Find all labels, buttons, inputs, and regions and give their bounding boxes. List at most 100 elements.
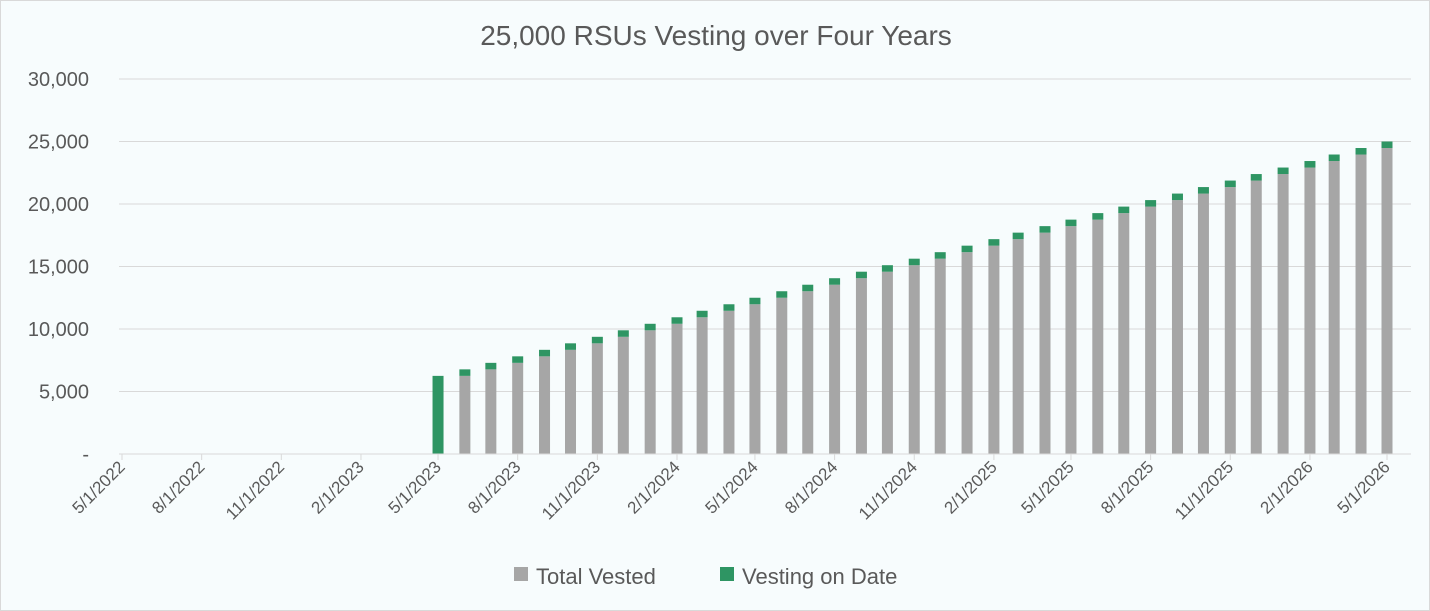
bar-total-vested — [802, 291, 814, 454]
legend-label-total-vested: Total Vested — [536, 564, 656, 589]
bar-vesting-on-date — [485, 362, 497, 370]
bar-vesting-on-date — [749, 297, 761, 305]
bar-vesting-on-date — [1065, 219, 1077, 227]
bar-total-vested — [671, 323, 683, 454]
legend-swatch-total-vested — [514, 567, 528, 581]
bar-total-vested — [1092, 219, 1104, 454]
bar-total-vested — [1145, 206, 1157, 454]
x-tick-label: 2/1/2024 — [624, 457, 684, 517]
x-tick-label: 5/1/2022 — [69, 457, 129, 517]
gridlines — [119, 78, 1411, 392]
bar-total-vested — [1012, 239, 1024, 454]
bar-vesting-on-date — [459, 369, 471, 376]
bar-vesting-on-date — [961, 245, 973, 253]
legend-label-vesting-on-date: Vesting on Date — [742, 564, 897, 589]
x-tick-label: 2/1/2025 — [940, 457, 1000, 517]
bar-total-vested — [1224, 187, 1236, 454]
bar-total-vested — [829, 284, 841, 454]
bar-vesting-on-date — [1197, 187, 1209, 194]
x-tick-label: 11/1/2023 — [538, 457, 604, 523]
bar-vesting-on-date — [644, 323, 656, 331]
bar-total-vested — [591, 343, 603, 454]
bar-total-vested — [1065, 226, 1077, 454]
bar-vesting-on-date — [1328, 154, 1340, 162]
bar-vesting-on-date — [802, 284, 814, 292]
x-tick-label: 8/1/2025 — [1097, 457, 1157, 517]
y-tick-label: 30,000 — [28, 69, 89, 91]
bar-total-vested — [908, 265, 920, 454]
bar-vesting-on-date — [855, 271, 867, 279]
bar-total-vested — [1277, 174, 1289, 455]
y-tick-label: - — [82, 444, 89, 466]
x-tick-label: 8/1/2024 — [781, 457, 841, 517]
x-tick-label: 11/1/2025 — [1171, 457, 1237, 523]
bar-vesting-on-date — [1039, 226, 1051, 233]
bar-series — [432, 141, 1393, 455]
bar-total-vested — [776, 297, 788, 454]
x-axis-ticks: 5/1/2022 8/1/2022 11/1/2022 2/1/2023 5/1/202… — [69, 454, 1394, 523]
bar-vesting-on-date — [432, 375, 444, 454]
bar-vesting-on-date — [988, 239, 1000, 246]
bar-total-vested — [1118, 213, 1130, 454]
bar-total-vested — [855, 278, 867, 454]
bar-total-vested — [459, 375, 471, 454]
bar-vesting-on-date — [934, 252, 946, 259]
x-tick-label: 5/1/2025 — [1018, 457, 1078, 517]
bar-vesting-on-date — [1381, 141, 1393, 149]
bar-vesting-on-date — [881, 265, 893, 272]
x-tick-label: 2/1/2026 — [1257, 457, 1317, 517]
bar-vesting-on-date — [671, 317, 683, 324]
bar-vesting-on-date — [776, 291, 788, 298]
bar-vesting-on-date — [1304, 161, 1316, 168]
bar-total-vested — [1250, 180, 1262, 454]
bar-vesting-on-date — [617, 330, 629, 337]
y-tick-label: 10,000 — [28, 319, 89, 341]
bar-vesting-on-date — [908, 258, 920, 266]
bar-vesting-on-date — [1277, 167, 1289, 175]
bar-vesting-on-date — [1092, 213, 1104, 220]
bar-vesting-on-date — [1355, 148, 1367, 155]
y-tick-label: 20,000 — [28, 194, 89, 216]
bar-total-vested — [565, 349, 577, 454]
bar-total-vested — [988, 245, 1000, 454]
bar-total-vested — [1304, 167, 1316, 454]
bar-total-vested — [749, 304, 761, 454]
bar-total-vested — [881, 271, 893, 454]
x-tick-label: 2/1/2023 — [308, 457, 368, 517]
bar-vesting-on-date — [591, 336, 603, 344]
legend-swatch-vesting-on-date — [720, 567, 734, 581]
bar-vesting-on-date — [696, 310, 708, 318]
bar-vesting-on-date — [1224, 180, 1236, 188]
y-tick-label: 25,000 — [28, 132, 89, 154]
bar-total-vested — [1039, 232, 1051, 454]
bar-total-vested — [723, 310, 735, 454]
chart-title: 25,000 RSUs Vesting over Four Years — [480, 20, 952, 51]
bar-vesting-on-date — [829, 278, 841, 285]
bar-vesting-on-date — [1145, 200, 1157, 207]
bar-total-vested — [617, 336, 629, 454]
x-tick-label: 11/1/2024 — [855, 457, 921, 523]
bar-vesting-on-date — [1012, 232, 1024, 240]
y-tick-label: 5,000 — [39, 382, 89, 404]
bar-total-vested — [1197, 193, 1209, 454]
bar-total-vested — [1171, 200, 1183, 454]
y-tick-label: 15,000 — [28, 257, 89, 279]
x-tick-label: 5/1/2026 — [1334, 457, 1394, 517]
bar-vesting-on-date — [565, 343, 577, 350]
bar-total-vested — [512, 362, 524, 454]
bar-total-vested — [934, 258, 946, 454]
bar-vesting-on-date — [723, 304, 735, 311]
bar-total-vested — [961, 252, 973, 454]
x-tick-label: 5/1/2023 — [385, 457, 445, 517]
y-axis-ticks: - 5,000 10,000 15,000 20,000 25,000 30,000 — [28, 69, 89, 466]
bar-total-vested — [485, 369, 497, 454]
bar-total-vested — [1355, 154, 1367, 454]
x-tick-label: 11/1/2022 — [222, 457, 288, 523]
bar-total-vested — [696, 317, 708, 454]
bar-vesting-on-date — [512, 356, 524, 363]
x-tick-label: 8/1/2023 — [464, 457, 524, 517]
bar-vesting-on-date — [1250, 174, 1262, 181]
x-tick-label: 5/1/2024 — [702, 457, 762, 517]
